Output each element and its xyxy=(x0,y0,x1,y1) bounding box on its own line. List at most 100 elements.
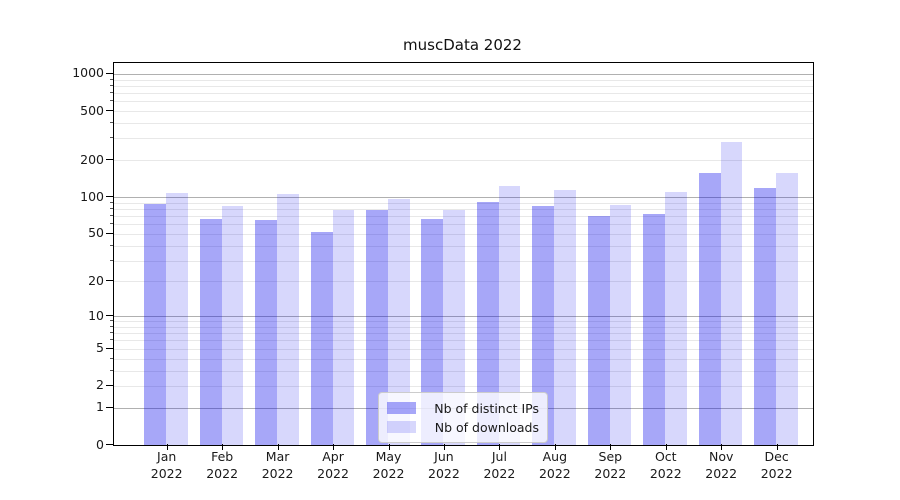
x-label-year: 2022 xyxy=(538,466,571,481)
x-label-month: Nov xyxy=(708,449,734,464)
x-axis-tick-label-oct: Oct 2022 xyxy=(634,448,698,482)
bar-nb-of-downloads-may xyxy=(388,198,410,445)
bar-nb-of-downloads-oct xyxy=(665,192,687,445)
x-label-year: 2022 xyxy=(261,466,294,481)
y-axis-tick xyxy=(106,315,113,317)
y-axis-tick xyxy=(106,159,113,161)
x-axis-tick xyxy=(222,444,224,450)
y-axis-tick xyxy=(106,72,113,74)
y-axis-tick-label: 100 xyxy=(80,188,104,204)
bar-nb-of-distinct-ips-aug xyxy=(532,206,555,445)
y-axis-tick xyxy=(106,347,113,349)
y-axis-minor-tick xyxy=(109,223,113,225)
bar-nb-of-distinct-ips-sep xyxy=(587,216,610,445)
legend-label-distinct-ips: Nb of distinct IPs xyxy=(434,400,539,416)
y-gridline-minor xyxy=(114,224,813,226)
bar-nb-of-distinct-ips-mar xyxy=(255,219,278,445)
legend-swatch-downloads xyxy=(387,421,416,433)
bar-nb-of-distinct-ips-apr xyxy=(310,231,333,445)
y-axis-minor-tick xyxy=(109,339,113,341)
y-gridline-minor xyxy=(114,208,813,210)
y-gridline-minor xyxy=(114,340,813,342)
legend-label-downloads: Nb of downloads xyxy=(434,419,539,435)
y-axis-tick-label: 200 xyxy=(80,151,104,167)
y-gridline-minor xyxy=(114,370,813,372)
plot-area xyxy=(113,62,814,446)
y-axis-tick xyxy=(106,280,113,282)
legend-swatch-distinct-ips xyxy=(387,402,416,414)
y-axis-tick xyxy=(106,406,113,408)
x-label-year: 2022 xyxy=(206,466,239,481)
y-gridline-minor xyxy=(114,385,813,387)
x-label-month: May xyxy=(375,449,402,464)
x-label-month: Jun xyxy=(434,449,454,464)
bar-nb-of-downloads-aug xyxy=(554,190,576,445)
y-axis-tick-label: 1 xyxy=(96,399,104,415)
x-axis-tick xyxy=(333,444,335,450)
y-axis-tick-label: 0 xyxy=(96,436,104,452)
x-label-year: 2022 xyxy=(649,466,682,481)
y-axis-tick-label: 50 xyxy=(88,225,104,241)
y-axis-minor-tick xyxy=(109,92,113,94)
x-label-year: 2022 xyxy=(317,466,349,481)
x-axis-tick-label-may: May 2022 xyxy=(357,448,421,482)
x-label-year: 2022 xyxy=(150,466,183,481)
bar-nb-of-distinct-ips-jul xyxy=(476,202,499,445)
x-axis-tick xyxy=(721,444,723,450)
bar-nb-of-distinct-ips-feb xyxy=(199,219,222,445)
x-label-month: Apr xyxy=(322,449,344,464)
y-gridline-minor xyxy=(114,160,813,162)
y-gridline-minor xyxy=(114,281,813,283)
y-axis-tick-label: 1000 xyxy=(72,65,104,81)
y-gridline-minor xyxy=(114,138,813,140)
y-gridline-minor xyxy=(114,85,813,87)
chart-title: muscData 2022 xyxy=(403,36,522,54)
x-label-year: 2022 xyxy=(428,466,460,481)
x-label-month: Mar xyxy=(265,449,290,464)
y-axis-minor-tick xyxy=(109,320,113,322)
x-axis-tick-label-aug: Aug 2022 xyxy=(523,448,587,482)
x-axis-tick-label-jun: Jun 2022 xyxy=(412,448,476,482)
x-axis-tick-label-nov: Nov 2022 xyxy=(689,448,753,482)
bar-nb-of-downloads-mar xyxy=(277,194,299,445)
y-axis-tick xyxy=(106,232,113,234)
y-gridline-minor xyxy=(114,245,813,247)
y-gridline-minor xyxy=(114,93,813,95)
x-axis-tick xyxy=(277,444,279,450)
y-gridline-minor xyxy=(114,111,813,113)
x-axis-tick xyxy=(665,444,667,450)
y-axis-tick-label: 2 xyxy=(96,377,104,393)
y-gridline-minor xyxy=(114,260,813,262)
x-axis-tick-label-apr: Apr 2022 xyxy=(301,448,365,482)
bar-nb-of-distinct-ips-jun xyxy=(421,219,444,445)
bar-nb-of-downloads-feb xyxy=(221,205,244,445)
x-axis-tick xyxy=(554,444,556,450)
y-axis-minor-tick xyxy=(109,122,113,124)
y-axis-minor-tick xyxy=(109,100,113,102)
y-gridline-major xyxy=(114,316,813,318)
y-gridline-minor xyxy=(114,79,813,81)
y-gridline-minor xyxy=(114,358,813,360)
x-label-month: Aug xyxy=(542,449,568,464)
bar-nb-of-downloads-jul xyxy=(498,185,521,445)
y-axis-tick-label: 5 xyxy=(96,340,104,356)
y-axis-minor-tick xyxy=(109,78,113,80)
y-gridline-minor xyxy=(114,326,813,328)
y-axis-minor-tick xyxy=(109,259,113,261)
y-gridline-minor xyxy=(114,321,813,323)
x-axis-tick-label-jan: Jan 2022 xyxy=(135,448,199,482)
y-gridline-minor xyxy=(114,123,813,125)
y-gridline-minor xyxy=(114,101,813,103)
y-gridline-minor xyxy=(114,233,813,235)
bar-nb-of-downloads-jun xyxy=(443,209,465,445)
bar-nb-of-distinct-ips-may xyxy=(366,210,388,445)
x-axis-tick xyxy=(388,444,390,450)
bar-nb-of-distinct-ips-dec xyxy=(754,187,777,445)
legend-entry-downloads: Nb of downloads xyxy=(387,418,539,436)
y-axis-minor-tick xyxy=(109,369,113,371)
y-axis-tick-label: 10 xyxy=(88,307,104,323)
bar-nb-of-downloads-apr xyxy=(332,209,355,445)
x-axis-tick xyxy=(166,444,168,450)
y-axis-minor-tick xyxy=(109,215,113,217)
